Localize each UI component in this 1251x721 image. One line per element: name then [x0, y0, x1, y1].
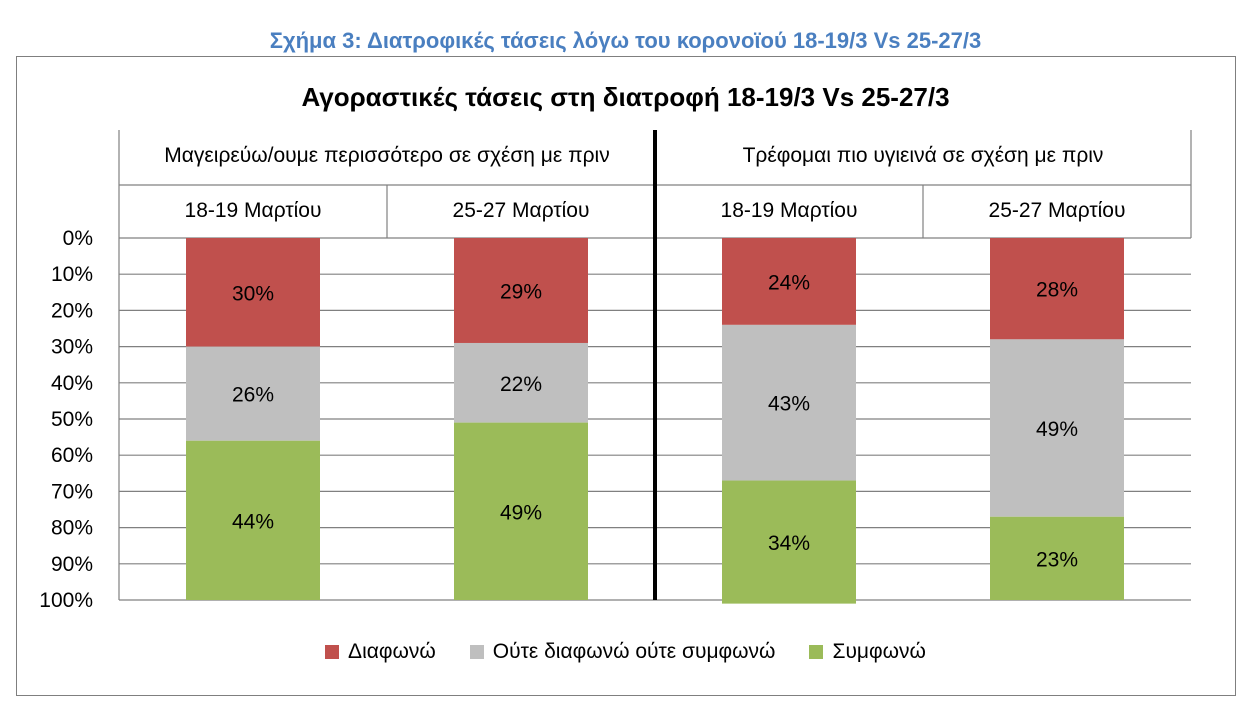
data-label: 22% [500, 373, 542, 396]
chart-legend: Διαφωνώ Ούτε διαφωνώ ούτε συμφωνώ Συμφωνώ [0, 640, 1251, 664]
y-tick-label: 90% [51, 553, 93, 576]
data-label: 24% [768, 271, 810, 294]
data-label: 49% [1036, 418, 1078, 441]
bar-segment [722, 480, 856, 604]
bar-segment [990, 339, 1124, 517]
data-label: 28% [1036, 279, 1078, 302]
legend-item: Συμφωνώ [809, 640, 926, 664]
bar-segment [186, 238, 320, 347]
bar-segment [722, 238, 856, 325]
chart-frame [16, 56, 1236, 696]
group-header-label: Μαγειρεύω/ουμε περισσότερο σε σχέση με π… [164, 144, 609, 167]
y-tick-label: 50% [51, 408, 93, 431]
legend-swatch [469, 645, 484, 659]
y-tick-label: 10% [51, 263, 93, 286]
data-label: 30% [232, 282, 274, 305]
bar-segment [186, 440, 320, 600]
figure-caption: Σχήμα 3: Διατροφικές τάσεις λόγω του κορ… [269, 28, 982, 53]
x-category-label: 18-19 Μαρτίου [185, 199, 322, 222]
legend-swatch [809, 645, 824, 659]
data-label: 29% [500, 280, 542, 303]
bar-segment [454, 422, 588, 600]
legend-item: Ούτε διαφωνώ ούτε συμφωνώ [469, 640, 776, 664]
y-tick-label: 40% [51, 372, 93, 395]
bar-segment [990, 516, 1124, 600]
y-tick-label: 0% [63, 227, 93, 250]
legend-label: Ούτε διαφωνώ ούτε συμφωνώ [492, 640, 776, 663]
x-category-label: 25-27 Μαρτίου [453, 199, 590, 222]
bar-segment [454, 238, 588, 343]
x-category-label: 25-27 Μαρτίου [989, 199, 1126, 222]
y-tick-label: 60% [51, 444, 93, 467]
data-label: 23% [1036, 548, 1078, 571]
y-tick-label: 100% [39, 589, 93, 612]
data-label: 34% [768, 532, 810, 555]
data-label: 26% [232, 384, 274, 407]
legend-swatch [325, 645, 340, 659]
chart-title: Αγοραστικές τάσεις στη διατροφή 18-19/3 … [301, 82, 950, 112]
data-label: 44% [232, 510, 274, 533]
legend-label: Συμφωνώ [832, 640, 926, 663]
data-label: 49% [500, 501, 542, 524]
data-label: 43% [768, 393, 810, 416]
group-header-label: Τρέφομαι πιο υγιεινά σε σχέση με πριν [743, 144, 1104, 167]
y-tick-label: 70% [51, 480, 93, 503]
bar-segment [454, 342, 588, 423]
bar-segment [722, 324, 856, 481]
legend-item: Διαφωνώ [325, 640, 436, 664]
y-tick-label: 30% [51, 336, 93, 359]
y-tick-label: 80% [51, 517, 93, 540]
x-category-label: 18-19 Μαρτίου [721, 199, 858, 222]
bar-segment [990, 238, 1124, 340]
y-tick-label: 20% [51, 299, 93, 322]
legend-label: Διαφωνώ [348, 640, 436, 663]
bar-segment [186, 346, 320, 441]
